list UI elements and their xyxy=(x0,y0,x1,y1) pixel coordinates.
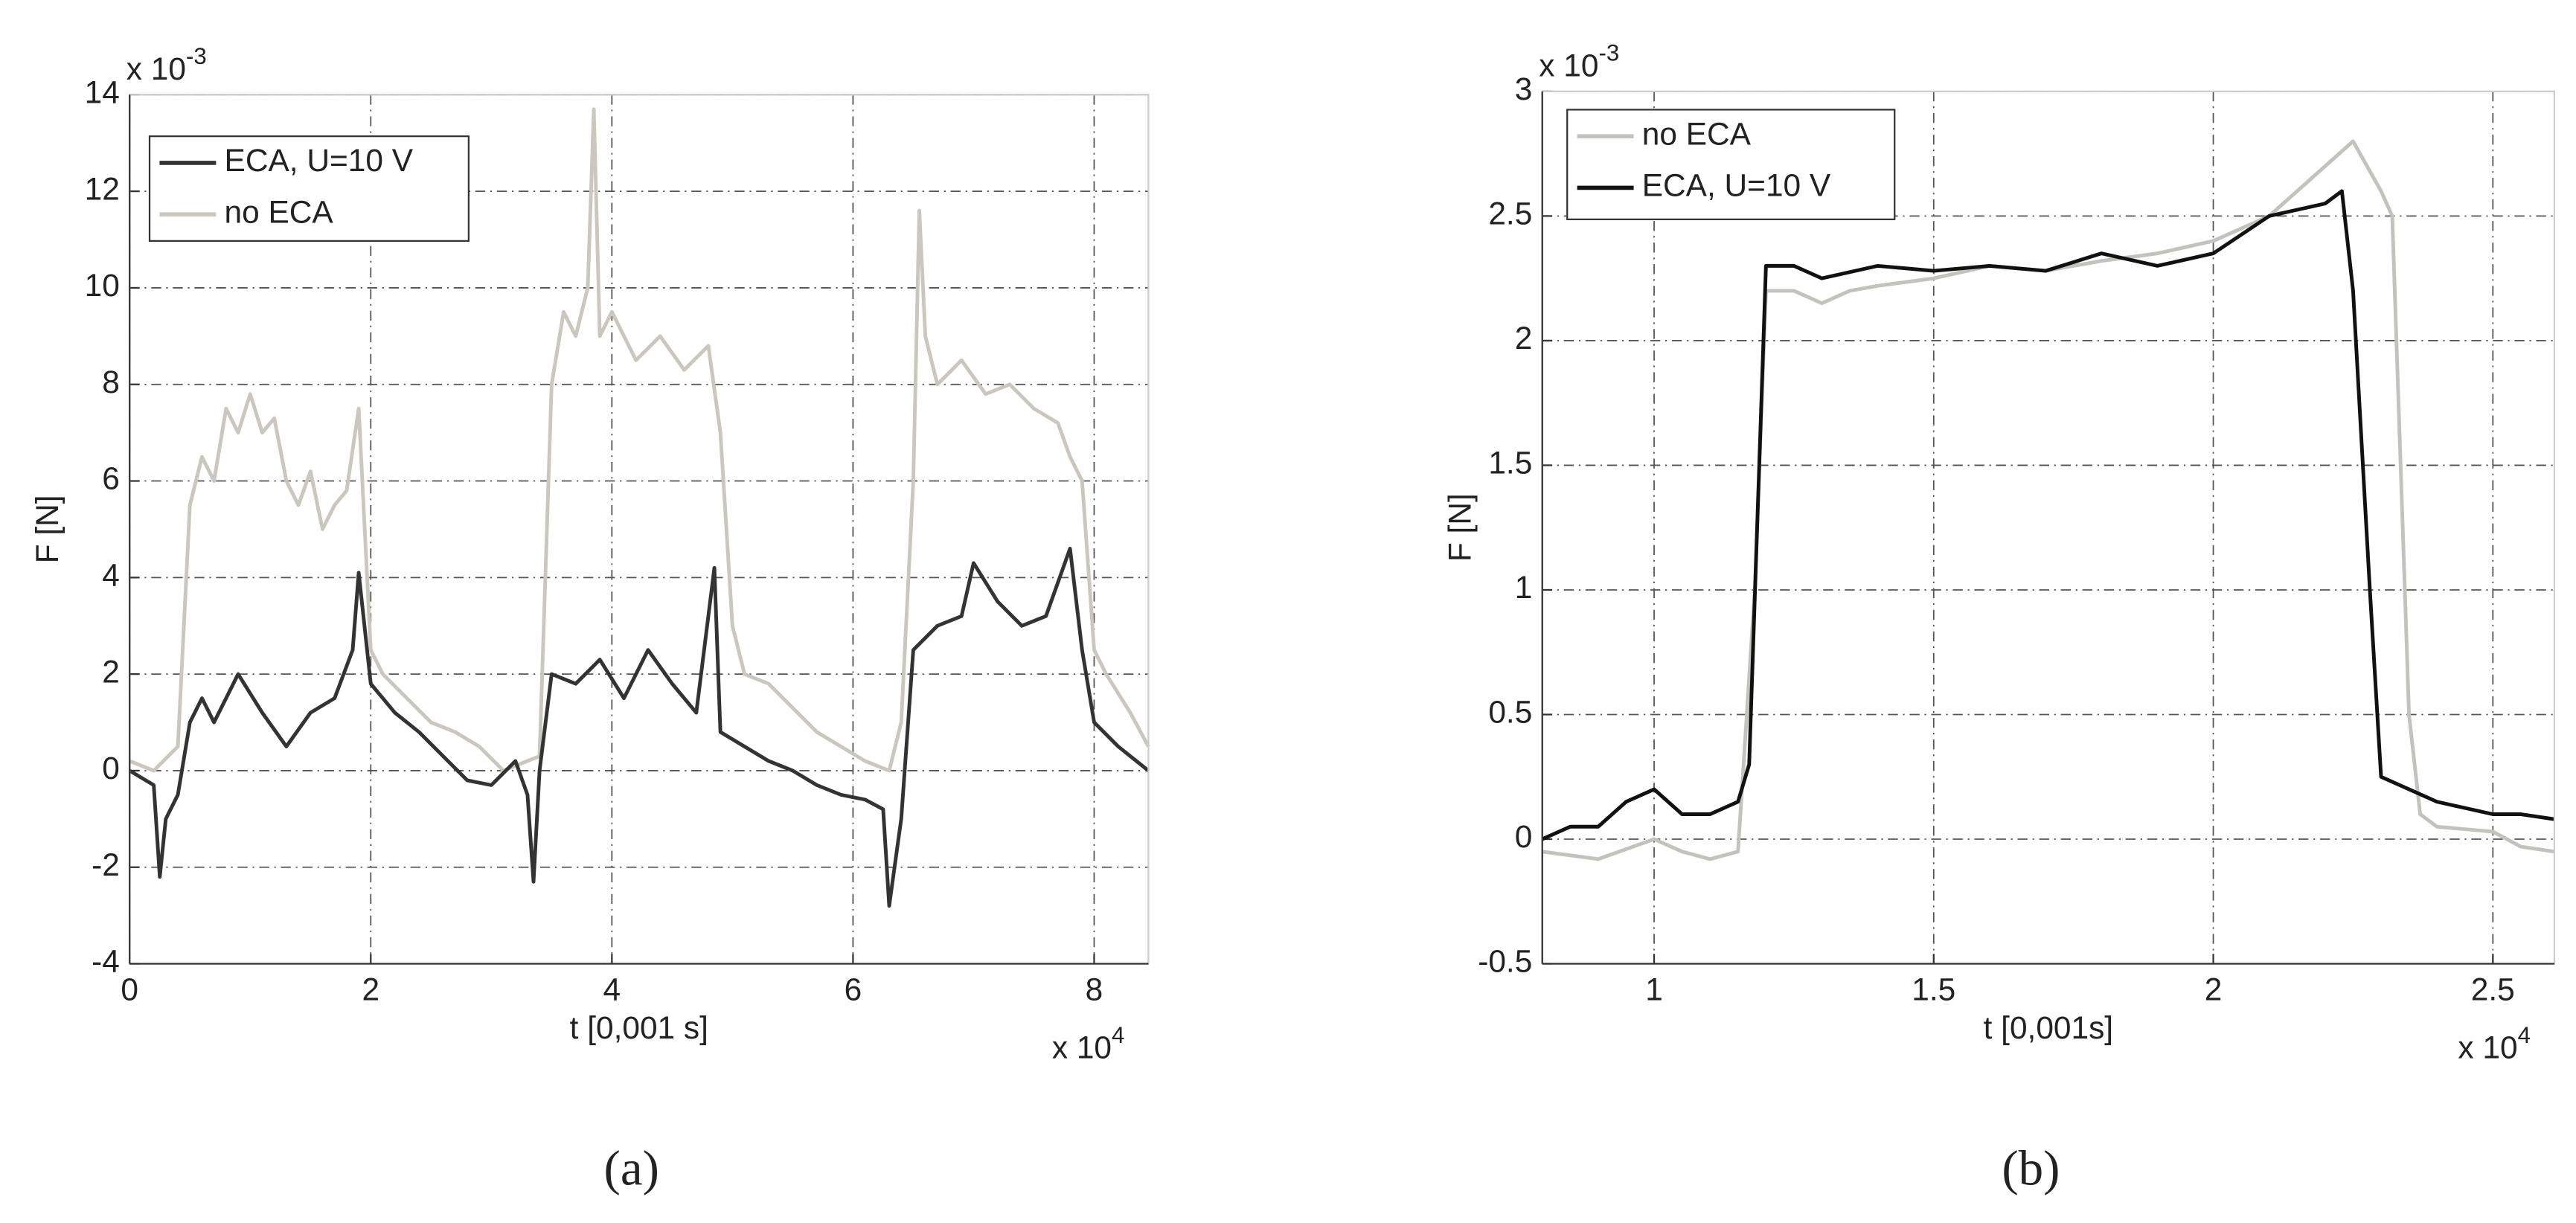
y-tick-label: -4 xyxy=(92,944,120,979)
y-multiplier: x 10-3 xyxy=(126,43,207,86)
y-tick-label: 4 xyxy=(102,558,120,593)
legend-label: ECA, U=10 V xyxy=(225,143,414,178)
y-tick-label: 8 xyxy=(102,365,120,399)
x-multiplier-exponent: 4 xyxy=(2518,1022,2531,1048)
x-tick-label: 2 xyxy=(2205,972,2223,1007)
legend-label: ECA, U=10 V xyxy=(1642,168,1831,203)
legend-label: no ECA xyxy=(225,194,334,229)
legend-box xyxy=(148,135,470,243)
y-tick-label: -0.5 xyxy=(1478,944,1532,979)
y-tick-label: 1 xyxy=(1515,570,1533,605)
x-tick-label: 4 xyxy=(603,972,621,1007)
y-tick-label: 14 xyxy=(85,75,120,110)
y-tick-label: 1.5 xyxy=(1488,446,1532,481)
y-tick-label: 2 xyxy=(1515,321,1533,356)
y-tick-label: 2 xyxy=(102,654,120,689)
y-axis-label: F [N] xyxy=(30,495,65,563)
y-tick-label: -2 xyxy=(92,847,120,882)
x-tick-label: 2.5 xyxy=(2471,972,2515,1007)
x-tick-label: 8 xyxy=(1086,972,1103,1007)
legend-label: no ECA xyxy=(1642,116,1752,151)
y-multiplier-base: x 10 xyxy=(126,51,186,86)
data-line xyxy=(129,107,1150,773)
x-tick-label: 1.5 xyxy=(1912,972,1955,1007)
y-multiplier-exponent: -3 xyxy=(1598,40,1619,66)
x-tick-label: 6 xyxy=(845,972,862,1007)
y-tick-label: 2.5 xyxy=(1488,196,1532,231)
panel-label: (b) xyxy=(2002,1140,2060,1195)
x-axis-label: t [0,001 s] xyxy=(570,1010,708,1045)
legend: no ECA ECA, U=10 V xyxy=(1566,109,1896,220)
y-tick-label: 6 xyxy=(102,461,120,496)
legend: ECA, U=10 V no ECA xyxy=(148,135,470,243)
y-tick-label: 12 xyxy=(85,171,120,206)
legend-box xyxy=(1566,109,1896,220)
x-tick-label: 1 xyxy=(1645,972,1663,1007)
y-axis-label: F [N] xyxy=(1443,493,1478,562)
plot-area xyxy=(1542,91,2554,964)
panel-label: (a) xyxy=(604,1140,659,1195)
y-tick-label: 10 xyxy=(85,268,120,303)
x-tick-label: 2 xyxy=(362,972,379,1007)
y-tick-label: 0 xyxy=(102,751,120,786)
data-line xyxy=(1541,189,2555,841)
y-tick-label: 0.5 xyxy=(1488,695,1532,730)
x-multiplier-exponent: 4 xyxy=(1112,1022,1124,1048)
x-tick-label: 0 xyxy=(121,972,138,1007)
y-tick-label: 3 xyxy=(1515,71,1533,106)
y-multiplier-base: x 10 xyxy=(1539,48,1598,83)
x-axis-label: t [0,001s] xyxy=(1984,1010,2114,1045)
data-line xyxy=(128,546,1150,908)
x-multiplier: x 104 xyxy=(1052,1022,1125,1065)
x-multiplier: x 104 xyxy=(2458,1022,2531,1065)
x-multiplier-base: x 10 xyxy=(2458,1030,2517,1065)
y-multiplier: x 10-3 xyxy=(1539,40,1619,83)
y-multiplier-exponent: -3 xyxy=(186,43,207,69)
y-tick-label: 0 xyxy=(1515,819,1533,854)
x-multiplier-base: x 10 xyxy=(1052,1030,1112,1065)
